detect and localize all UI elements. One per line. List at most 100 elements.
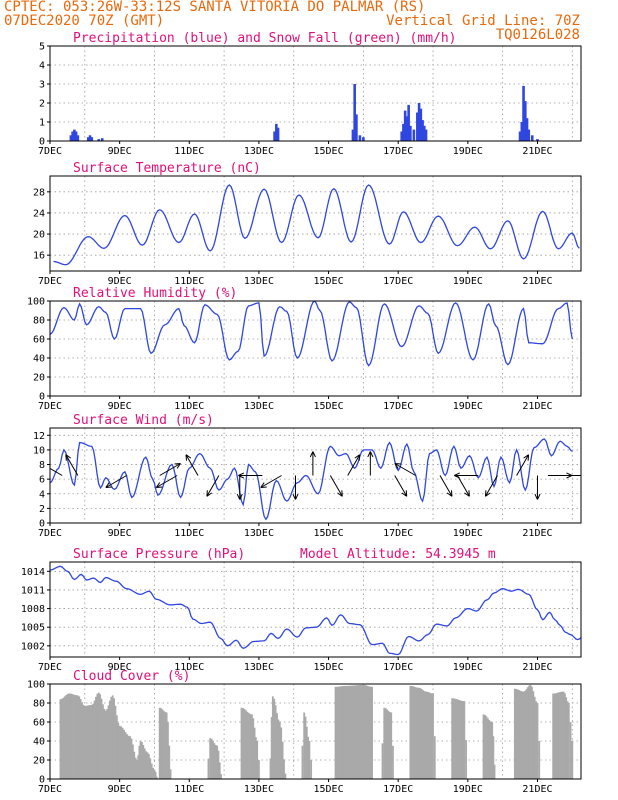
cloud-bar [418,687,420,779]
wind-vector [484,475,498,497]
cloud-bar [68,693,71,779]
cloud-bar [562,691,565,779]
cloud-bar [160,708,162,779]
cloud-bar [412,686,415,779]
cloud-bar [567,703,570,779]
wind-vector [394,475,408,497]
cloud-bar [362,684,365,779]
cloud-bar [416,687,419,779]
cloud-bar [381,743,384,779]
precip-bar [71,131,74,141]
wind-vector [439,475,453,497]
cloud-bar [561,691,564,779]
rh-plot-area [50,301,573,367]
precip-xtick-label: 9DEC [108,146,132,157]
precip-frame [49,45,582,142]
cloud-bar [423,691,426,779]
cloud-bar [74,694,76,779]
cloud-xtick-label: 7DEC [38,784,62,795]
temp-ytick-label: 24 [33,208,45,219]
wind-vector-head [464,490,470,497]
pressure-ytick-label: 1008 [21,604,45,615]
cloud-bar [71,693,73,779]
cloud-bar [269,758,272,779]
precip-bar [423,125,426,141]
pressure-annotation: Model Altitude: 54.3945 m [300,547,496,562]
precip-bar [403,110,407,141]
cloud-bar [168,745,171,779]
pressure-xtick-label: 9DEC [108,662,132,673]
rh-ytick-label: 80 [33,316,45,327]
wind-panel: 0 2 4 6 8 10 12 7DEC 9DEC 11DEC 13DEC 15DEC 17DEC 19D… [33,413,582,539]
precip-bar [358,135,362,141]
cloud-bar [484,714,486,779]
cloud-bar [429,692,432,779]
wind-vector-head [236,493,243,500]
cloud-bar [366,685,369,779]
precip-bar [402,123,405,141]
wind-vector [206,475,220,497]
cloud-bar [307,736,310,779]
cloud-bar [355,685,358,779]
precip-bar [355,114,358,141]
wind-vector-head [446,490,453,497]
cloud-bar [371,686,373,779]
cloud-bar [60,698,63,779]
cloud-bar [426,691,429,779]
cloud-bar [137,755,140,779]
precip-bar [424,129,428,141]
cloud-xtick-label: 17DEC [383,784,413,795]
wind-xtick-label: 7DEC [38,528,62,539]
cloud-bar [420,689,423,779]
temp-plot-area [53,184,580,266]
cloud-bar [432,693,434,779]
wind-series-line [50,438,573,521]
cloud-bar [79,699,82,779]
cloud-bar [158,707,161,779]
cloud-bar [217,750,220,779]
cloud-bar [85,705,88,779]
cloud-bar [538,741,541,779]
header-run-time: 07DEC2020 70Z (GMT) [4,13,164,29]
cloud-bar [552,693,555,779]
cloud-bar [240,707,243,779]
precip-plot-area [69,84,539,141]
wind-ytick-label: 2 [39,504,45,515]
rh-frame [49,300,582,397]
cloud-bar [486,718,489,779]
cloud-bar [136,760,138,779]
pressure-xtick-label: 17DEC [383,662,413,673]
cloud-bar [485,716,488,779]
cloud-bar [76,695,79,779]
cloud-bar [216,745,219,779]
cloud-bar [256,741,259,779]
precip-ytick-label: 5 [39,42,45,53]
wind-vector-head [185,454,192,461]
cloud-bar [162,710,165,779]
cloud-bar [358,685,361,779]
precip-bar [76,135,80,141]
cloud-ytick-label: 20 [33,756,45,767]
wind-vector [516,454,530,476]
cloud-bar [433,736,436,779]
cloud-bar [110,696,113,779]
cloud-bar [276,713,278,779]
cloud-bar [107,705,110,779]
cloud-bar [369,686,372,779]
cloud-bar [349,685,351,779]
cloud-bar [284,773,287,779]
cloud-bar [341,686,343,779]
cloud-bar [242,708,244,779]
cloud-bar [141,742,143,779]
cloud-bar [492,736,495,779]
cloud-bar [154,771,157,779]
cloud-bar [252,718,255,779]
cloud-bar [243,709,246,779]
wind-xtick-label: 11DEC [174,528,204,539]
cloud-bar [339,686,342,779]
precip-bar [273,131,276,141]
cloud-bar [145,751,148,779]
cloud-bar [209,738,212,779]
wind-vector [260,475,282,488]
cloud-bar [78,696,81,779]
